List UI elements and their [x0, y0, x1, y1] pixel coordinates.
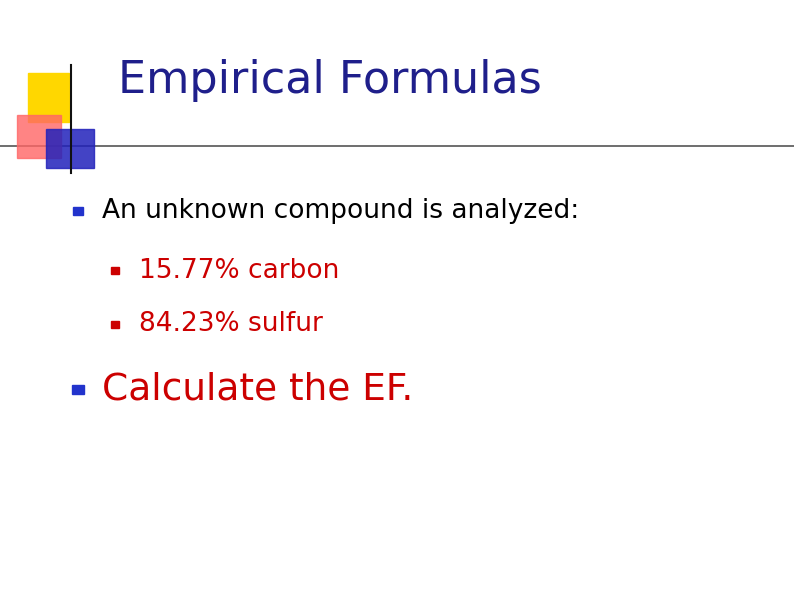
Bar: [72, 386, 83, 394]
Text: 15.77% carbon: 15.77% carbon: [139, 258, 339, 284]
Bar: [28, 73, 69, 122]
Bar: [73, 207, 83, 215]
Text: 84.23% sulfur: 84.23% sulfur: [139, 311, 323, 337]
Bar: [17, 115, 61, 158]
Bar: [110, 267, 119, 274]
Bar: [46, 129, 94, 168]
Text: Calculate the EF.: Calculate the EF.: [102, 372, 413, 408]
Bar: [110, 321, 119, 327]
Text: An unknown compound is analyzed:: An unknown compound is analyzed:: [102, 198, 579, 224]
Text: Empirical Formulas: Empirical Formulas: [118, 59, 542, 102]
